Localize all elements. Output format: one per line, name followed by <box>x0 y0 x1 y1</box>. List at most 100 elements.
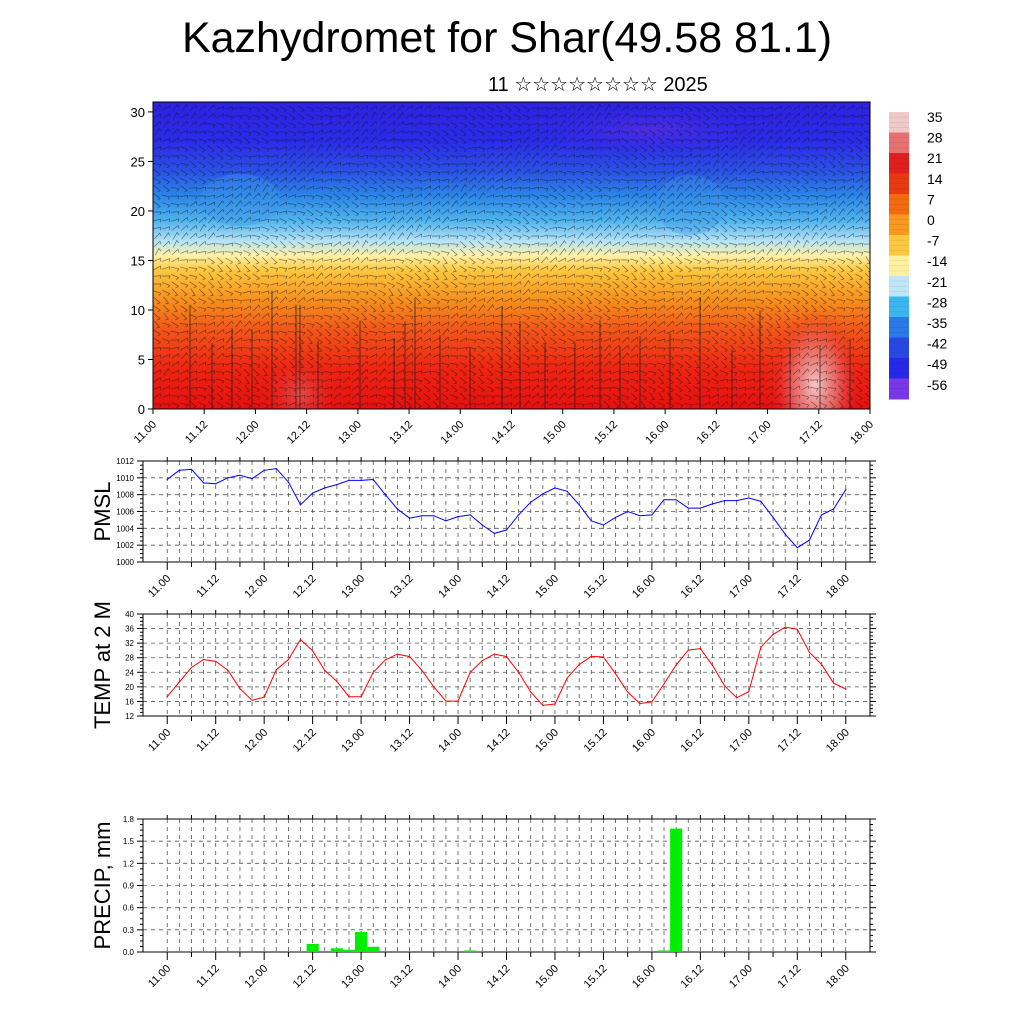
grid <box>143 614 870 716</box>
data-point <box>845 688 847 690</box>
data-point <box>299 504 302 506</box>
x-tick-label: 11.00 <box>146 573 173 600</box>
y-tick-label: 1004 <box>116 524 134 533</box>
data-point <box>469 514 471 516</box>
x-tick-label: 12.12 <box>291 727 319 755</box>
y-tick-label: 1.8 <box>123 815 135 824</box>
data-point <box>263 696 265 698</box>
colorbar-label: 14 <box>927 171 943 187</box>
x-tick-label: 12.00 <box>242 963 270 991</box>
x-tick-label: 14.00 <box>436 963 464 991</box>
x-tick-label: 11.12 <box>194 573 221 600</box>
data-point <box>530 691 532 693</box>
data-point <box>639 703 641 705</box>
x-tick-label: 15.12 <box>592 419 620 447</box>
x-tick-label: 17.12 <box>775 963 803 991</box>
x-tick-label: 18.00 <box>824 727 852 755</box>
data-point <box>239 474 241 476</box>
data-point <box>203 658 205 661</box>
data-point <box>627 510 629 513</box>
data-point <box>760 500 762 502</box>
y-tick-label: 12 <box>125 712 134 721</box>
data-point <box>820 514 823 516</box>
grid <box>143 461 870 562</box>
x-tick-label: 17.00 <box>727 963 755 991</box>
x-tick-label: 15.00 <box>533 573 561 601</box>
x-tick-label: 12.00 <box>242 727 270 755</box>
data-point <box>178 681 180 683</box>
x-tick-label: 11.12 <box>194 963 221 990</box>
x-tick-label: 16.00 <box>630 573 658 601</box>
data-point <box>433 686 435 688</box>
precip-bar <box>330 948 343 952</box>
data-point <box>457 700 459 702</box>
data-point <box>687 649 689 651</box>
y-tick-label: 1002 <box>116 541 134 550</box>
x-tick-label: 16.12 <box>679 727 707 755</box>
x-tick-label: 16.12 <box>679 573 707 601</box>
y-axis-title: PRECIP, mm <box>90 822 115 950</box>
data-point <box>699 648 702 650</box>
data-point <box>505 529 508 531</box>
y-tick-label: 30 <box>131 105 145 120</box>
streak-lines <box>189 290 851 409</box>
precip-bar <box>670 828 683 952</box>
colorbar-label: 21 <box>927 150 943 166</box>
x-tick-label: 18.00 <box>848 419 876 447</box>
data-point <box>663 683 665 685</box>
x-tick-label: 16.00 <box>630 963 658 991</box>
y-tick-label: 20 <box>131 204 145 219</box>
data-point <box>760 646 762 648</box>
y-tick-label: 32 <box>125 639 134 648</box>
data-point <box>590 520 592 522</box>
data-point <box>736 500 738 502</box>
page-title: Kazhydromet for Shar(49.58 81.1) <box>181 14 833 62</box>
data-point <box>178 469 180 471</box>
data-point <box>699 507 702 509</box>
y-tick-label: 1012 <box>116 457 134 466</box>
x-tick-label: 15.00 <box>533 727 561 755</box>
data-point <box>845 489 847 491</box>
data-point <box>384 494 386 496</box>
data-point <box>166 696 168 698</box>
y-tick-label: 1.5 <box>123 837 135 846</box>
data-point <box>711 503 714 505</box>
data-point <box>724 500 726 502</box>
precip-bar <box>342 949 355 952</box>
x-tick-label: 17.12 <box>797 419 825 447</box>
data-point <box>396 653 398 655</box>
y-tick-label: 1.2 <box>123 859 135 868</box>
y-tick-label: 36 <box>125 625 134 634</box>
data-point <box>554 703 556 705</box>
data-point <box>651 701 653 703</box>
x-tick-label: 13.00 <box>339 573 367 601</box>
data-point <box>493 653 495 655</box>
x-tick-label: 12.00 <box>234 419 262 447</box>
data-point <box>457 516 459 518</box>
data-point <box>578 664 580 666</box>
data-point <box>469 671 471 673</box>
x-tick-label: 13.00 <box>336 419 364 447</box>
data-point <box>542 704 544 707</box>
y-tick-label: 24 <box>125 668 134 677</box>
data-point <box>651 514 653 516</box>
pmsl-panel: 1000 1002 1004 1006 1008 1010 1012 11.00 11.12 12… <box>90 457 876 601</box>
x-tick-label: 15.12 <box>582 573 610 601</box>
wind-barbs <box>153 103 870 409</box>
data-point <box>518 671 520 673</box>
data-point <box>166 478 168 481</box>
data-point <box>384 659 386 661</box>
x-tick-label: 14.12 <box>490 419 518 447</box>
data-point <box>796 628 798 630</box>
data-point <box>275 669 277 671</box>
colorbar-label: -56 <box>927 377 947 393</box>
x-tick-label: 17.00 <box>727 727 755 755</box>
x-tick-label: 16.00 <box>643 419 671 447</box>
colorbar-label: -21 <box>927 274 947 290</box>
cold-pocket-2 <box>655 175 725 235</box>
cold-core <box>530 102 770 158</box>
data-point <box>711 664 714 667</box>
colorbar-label: -35 <box>927 315 947 331</box>
precip-panel: 0.0 0.3 0.6 0.9 1.2 1.5 1.8 11.00 11.12 12.00 12.1… <box>90 815 876 991</box>
y-tick-label: 5 <box>138 352 145 367</box>
